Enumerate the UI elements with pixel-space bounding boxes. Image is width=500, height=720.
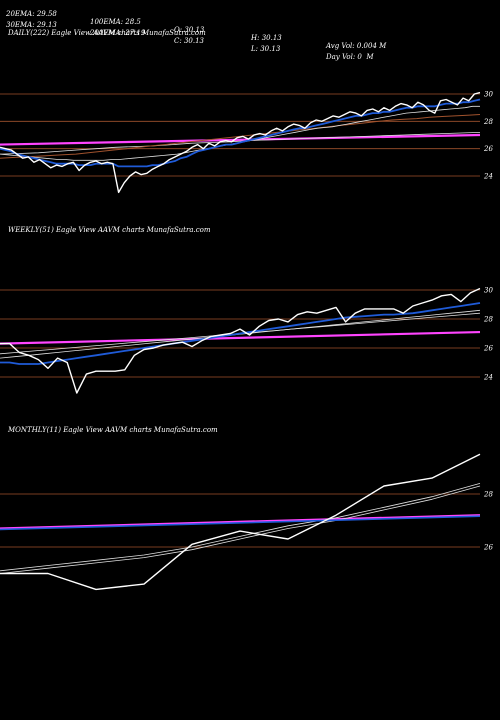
monthly-price-line xyxy=(0,453,481,591)
weekly-price-line xyxy=(0,287,481,394)
header-day-vol: Day Vol: 0 M xyxy=(326,53,374,61)
y-tick-label-1-26: 26 xyxy=(483,345,493,353)
y-tick-label-0-26: 26 xyxy=(483,145,493,153)
monthly-ema-slow1-line xyxy=(0,485,481,574)
header-ema20: 20EMA: 29.58 xyxy=(6,10,57,18)
header-row-1: 20EMA: 29.58 100EMA: 28.5 O: 30.13 H: 30… xyxy=(6,2,386,50)
support-line-2 xyxy=(0,514,481,530)
support-line-0 xyxy=(0,133,481,146)
header-ema100: 100EMA: 28.5 xyxy=(90,18,141,26)
header-open: O: 30.13 xyxy=(174,26,205,34)
header-ema30: 30EMA: 29.13 xyxy=(6,21,57,29)
daily-ema30-line xyxy=(0,105,480,161)
daily-ema200-line xyxy=(0,132,481,155)
y-tick-label-1-28: 28 xyxy=(483,316,493,324)
weekly-ema-fast-line xyxy=(0,302,481,365)
weekly-panel-title: WEEKLY(51) Eagle View AAVM charts Munafa… xyxy=(8,226,211,234)
header-low: L: 30.13 xyxy=(251,45,281,53)
header-close: C: 30.13 xyxy=(174,37,204,45)
y-tick-label-0-30: 30 xyxy=(484,91,493,99)
header-avg-vol: Avg Vol: 0.004 M xyxy=(326,42,387,50)
daily-panel-title: DAILY(222) Eagle View AAVM charts Munafa… xyxy=(8,29,206,37)
y-tick-label-2-26: 26 xyxy=(483,544,493,552)
header-ema200: 200EMA: 27.19 xyxy=(90,29,146,37)
y-tick-label-0-28: 28 xyxy=(483,118,493,126)
monthly-ema-fast-line xyxy=(0,515,481,531)
header-row-2: 30EMA: 29.13 200EMA: 27.19 C: 30.13 L: 3… xyxy=(6,13,374,61)
y-tick-label-1-30: 30 xyxy=(484,287,493,295)
y-tick-label-1-24: 24 xyxy=(483,374,493,382)
header-high: H: 30.13 xyxy=(251,34,282,42)
y-tick-label-2-28: 28 xyxy=(483,491,493,499)
daily-ema20-line xyxy=(0,98,481,168)
y-tick-label-0-24: 24 xyxy=(483,173,493,181)
daily-price-line xyxy=(0,91,481,194)
support-line-1 xyxy=(0,330,481,345)
monthly-panel-title: MONTHLY(11) Eagle View AAVM charts Munaf… xyxy=(8,426,218,434)
monthly-ema-slow2-line xyxy=(0,483,481,572)
